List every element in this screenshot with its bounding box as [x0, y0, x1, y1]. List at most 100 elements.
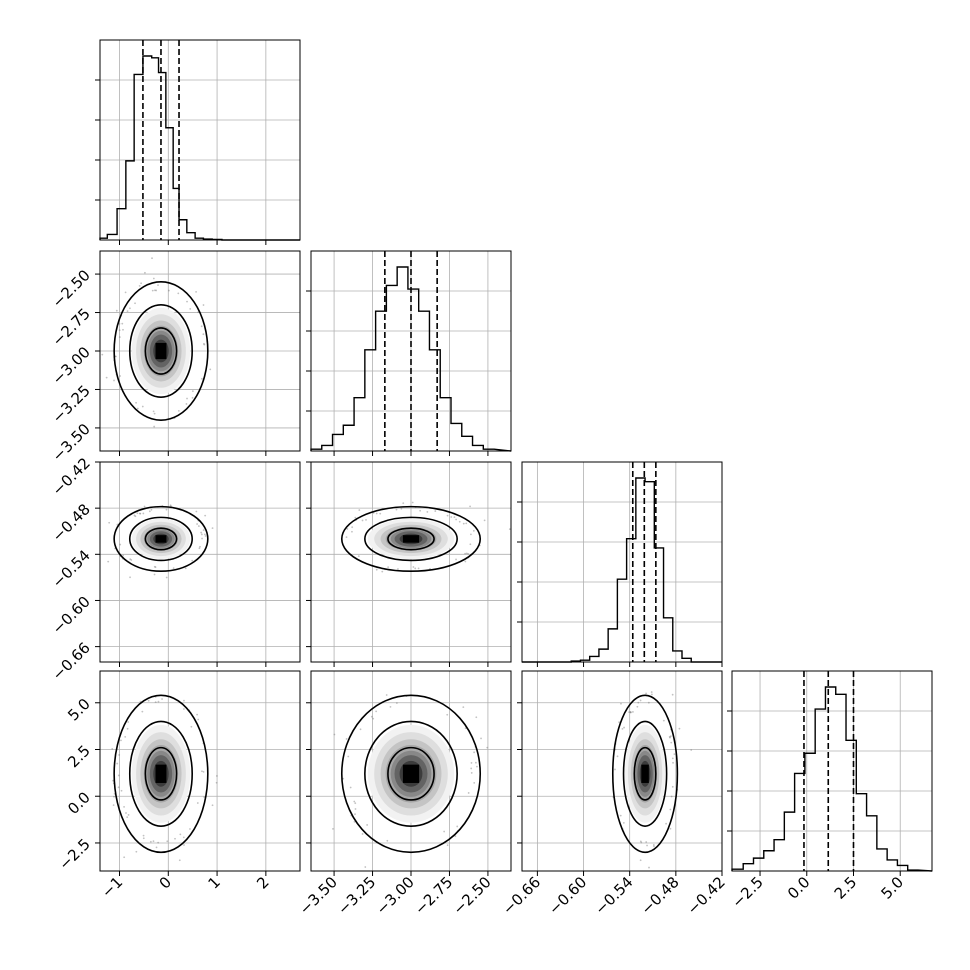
scatter-point	[126, 816, 129, 819]
x-tick-label: −0.48	[637, 873, 682, 918]
scatter-point	[342, 777, 345, 780]
scatter-point	[480, 737, 482, 740]
scatter-point	[640, 841, 643, 844]
contour-line	[387, 527, 435, 551]
scatter-point	[470, 767, 473, 770]
scatter-point	[623, 726, 625, 729]
scatter-panel-3-2	[306, 461, 512, 667]
scatter-point	[200, 533, 203, 536]
scatter-point	[127, 721, 130, 723]
scatter-point	[670, 795, 673, 798]
scatter-panel-4-2: −3.50−3.25−3.00−2.75−2.50	[296, 670, 512, 918]
scatter-point	[144, 271, 146, 274]
density-peak	[155, 342, 167, 360]
scatter-point	[455, 518, 458, 521]
scatter-point	[122, 328, 124, 331]
scatter-point	[366, 824, 369, 826]
grid-lines	[522, 671, 722, 871]
scatter-point	[112, 804, 115, 807]
scatter-point	[136, 407, 139, 410]
scatter-point	[483, 519, 486, 522]
scatter-point	[196, 523, 199, 525]
scatter-point	[189, 828, 191, 830]
scatter-point	[108, 521, 111, 524]
scatter-point	[616, 755, 619, 758]
scatter-point	[127, 814, 130, 816]
scatter-point	[453, 516, 456, 519]
scatter-panel-4-3: −0.66 −0.60 −0.54 −0.48 −0.42	[499, 670, 729, 918]
scatter-point	[645, 841, 648, 843]
panel-frame	[521, 670, 723, 872]
scatter-point	[618, 721, 620, 724]
scatter-point	[191, 396, 194, 399]
y-tick-label: −0.66	[49, 639, 94, 684]
scatter-point	[189, 308, 192, 310]
scatter-point	[349, 786, 352, 789]
histogram-panel-3	[517, 461, 723, 667]
panel-frame	[99, 670, 301, 872]
scatter-point	[464, 727, 467, 730]
scatter-point	[183, 708, 185, 710]
scatter-point	[183, 699, 185, 702]
scatter-point	[209, 368, 212, 371]
scatter-point	[690, 749, 693, 751]
scatter-point	[177, 410, 180, 412]
scatter-point	[113, 379, 115, 382]
scatter-point	[134, 515, 137, 518]
scatter-point	[470, 762, 473, 764]
scatter-point	[395, 702, 398, 704]
scatter-point	[670, 741, 673, 744]
scatter-point	[172, 567, 175, 570]
scatter-point	[354, 802, 357, 805]
scatter-point	[124, 735, 127, 738]
scatter-point	[637, 701, 640, 704]
scatter-point	[199, 545, 201, 548]
scatter-point	[486, 746, 489, 749]
scatter-point	[473, 781, 476, 784]
scatter-point	[629, 711, 632, 714]
grid-lines	[732, 671, 932, 871]
scatter-point	[381, 570, 384, 573]
contour-line	[113, 280, 209, 422]
scatter-point	[142, 512, 145, 515]
scatter-point	[178, 859, 181, 862]
y-tick-label: −0.54	[49, 546, 94, 591]
scatter-point	[385, 694, 388, 696]
scatter-point	[629, 711, 632, 713]
scatter-point	[465, 552, 468, 555]
density-peak	[155, 535, 167, 543]
scatter-point	[429, 567, 431, 570]
contour-line	[113, 694, 209, 854]
scatter-point	[467, 792, 470, 794]
scatter-point	[124, 291, 127, 294]
y-tick-label: −3.25	[49, 382, 94, 427]
x-tick-label: 2.5	[831, 873, 861, 903]
y-tick-label: −0.48	[49, 500, 94, 545]
scatter-point	[639, 859, 642, 862]
scatter-point	[114, 355, 117, 358]
scatter-point	[469, 505, 471, 508]
scatter-point	[216, 775, 218, 777]
scatter-point	[186, 397, 188, 400]
scatter-point	[361, 833, 364, 835]
scatter-point	[107, 560, 110, 563]
scatter-point	[345, 738, 348, 740]
scatter-point	[351, 526, 354, 529]
scatter-point	[165, 576, 168, 579]
scatter-point	[203, 343, 206, 346]
density-peak	[155, 764, 167, 783]
scatter-point	[133, 514, 136, 517]
scatter-point	[620, 702, 622, 705]
scatter-point	[662, 719, 665, 722]
scatter-point	[117, 774, 120, 777]
scatter-point	[141, 405, 144, 408]
scatter-point	[648, 866, 650, 869]
x-tick-label: −3.50	[296, 873, 341, 918]
contour-line	[387, 746, 435, 801]
scatter-point	[464, 560, 467, 563]
scatter-point	[678, 727, 681, 730]
scatter-point	[665, 822, 668, 825]
scatter-point	[364, 866, 367, 868]
scatter-point	[450, 516, 453, 518]
contour-line	[144, 327, 178, 375]
